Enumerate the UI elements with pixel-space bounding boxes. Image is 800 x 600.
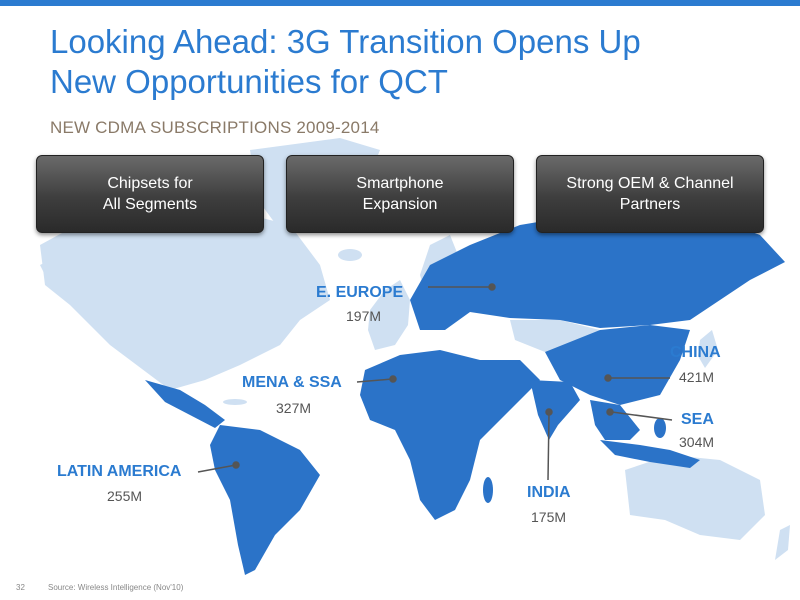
china-shape [545,325,690,405]
sea-shape [590,400,640,440]
region-eeurope-label: E. EUROPE [316,284,404,301]
region-sea-value: 304M [679,434,715,450]
india-shape [530,380,580,440]
slide-subtitle: NEW CDMA SUBSCRIPTIONS 2009-2014 [50,118,380,137]
region-china-value: 421M [679,369,715,385]
region-india-value: 175M [531,509,567,525]
smartphone-button-line2: Expansion [362,196,438,213]
region-china-label: CHINA [670,344,721,361]
australia-shape [625,455,765,540]
region-india-label: INDIA [527,484,571,501]
indonesia-shape [600,440,700,468]
slide-title: Looking Ahead: 3G Transition Opens Up Ne… [50,22,770,102]
chipsets-button-line2: All Segments [102,196,198,213]
region-latam-label: LATIN AMERICA [57,463,182,480]
oem-channel-button[interactable]: Strong OEM & Channel Partners [536,155,764,233]
oem-channel-button-line1: Strong OEM & Channel [566,175,734,192]
slide-title-line1: Looking Ahead: 3G Transition Opens Up [50,23,641,60]
chipsets-button-line1: Chipsets for [107,175,193,192]
smartphone-button-line1: Smartphone [356,175,444,192]
oem-channel-button-line2: Partners [619,196,681,213]
region-mena-label: MENA & SSA [242,374,342,391]
eastern-europe-russia-shape [410,210,785,330]
connector-lines [197,283,673,481]
africa-mena-shape [360,350,540,520]
central-america-shape [145,380,225,428]
top-accent-bar [0,0,800,6]
western-europe-shape [368,280,410,350]
south-america-shape [210,425,320,575]
source-note: Source: Wireless Intelligence (Nov'10) [48,583,184,592]
region-sea-label: SEA [681,411,714,428]
chipsets-button[interactable]: Chipsets for All Segments [36,155,264,233]
region-eeurope-value: 197M [346,308,382,324]
region-latam-value: 255M [107,488,143,504]
smartphone-button[interactable]: Smartphone Expansion [286,155,514,233]
region-mena-value: 327M [276,400,312,416]
page-number: 32 [16,583,25,592]
north-america-shape [40,205,330,390]
slide-title-line2: New Opportunities for QCT [50,63,448,100]
